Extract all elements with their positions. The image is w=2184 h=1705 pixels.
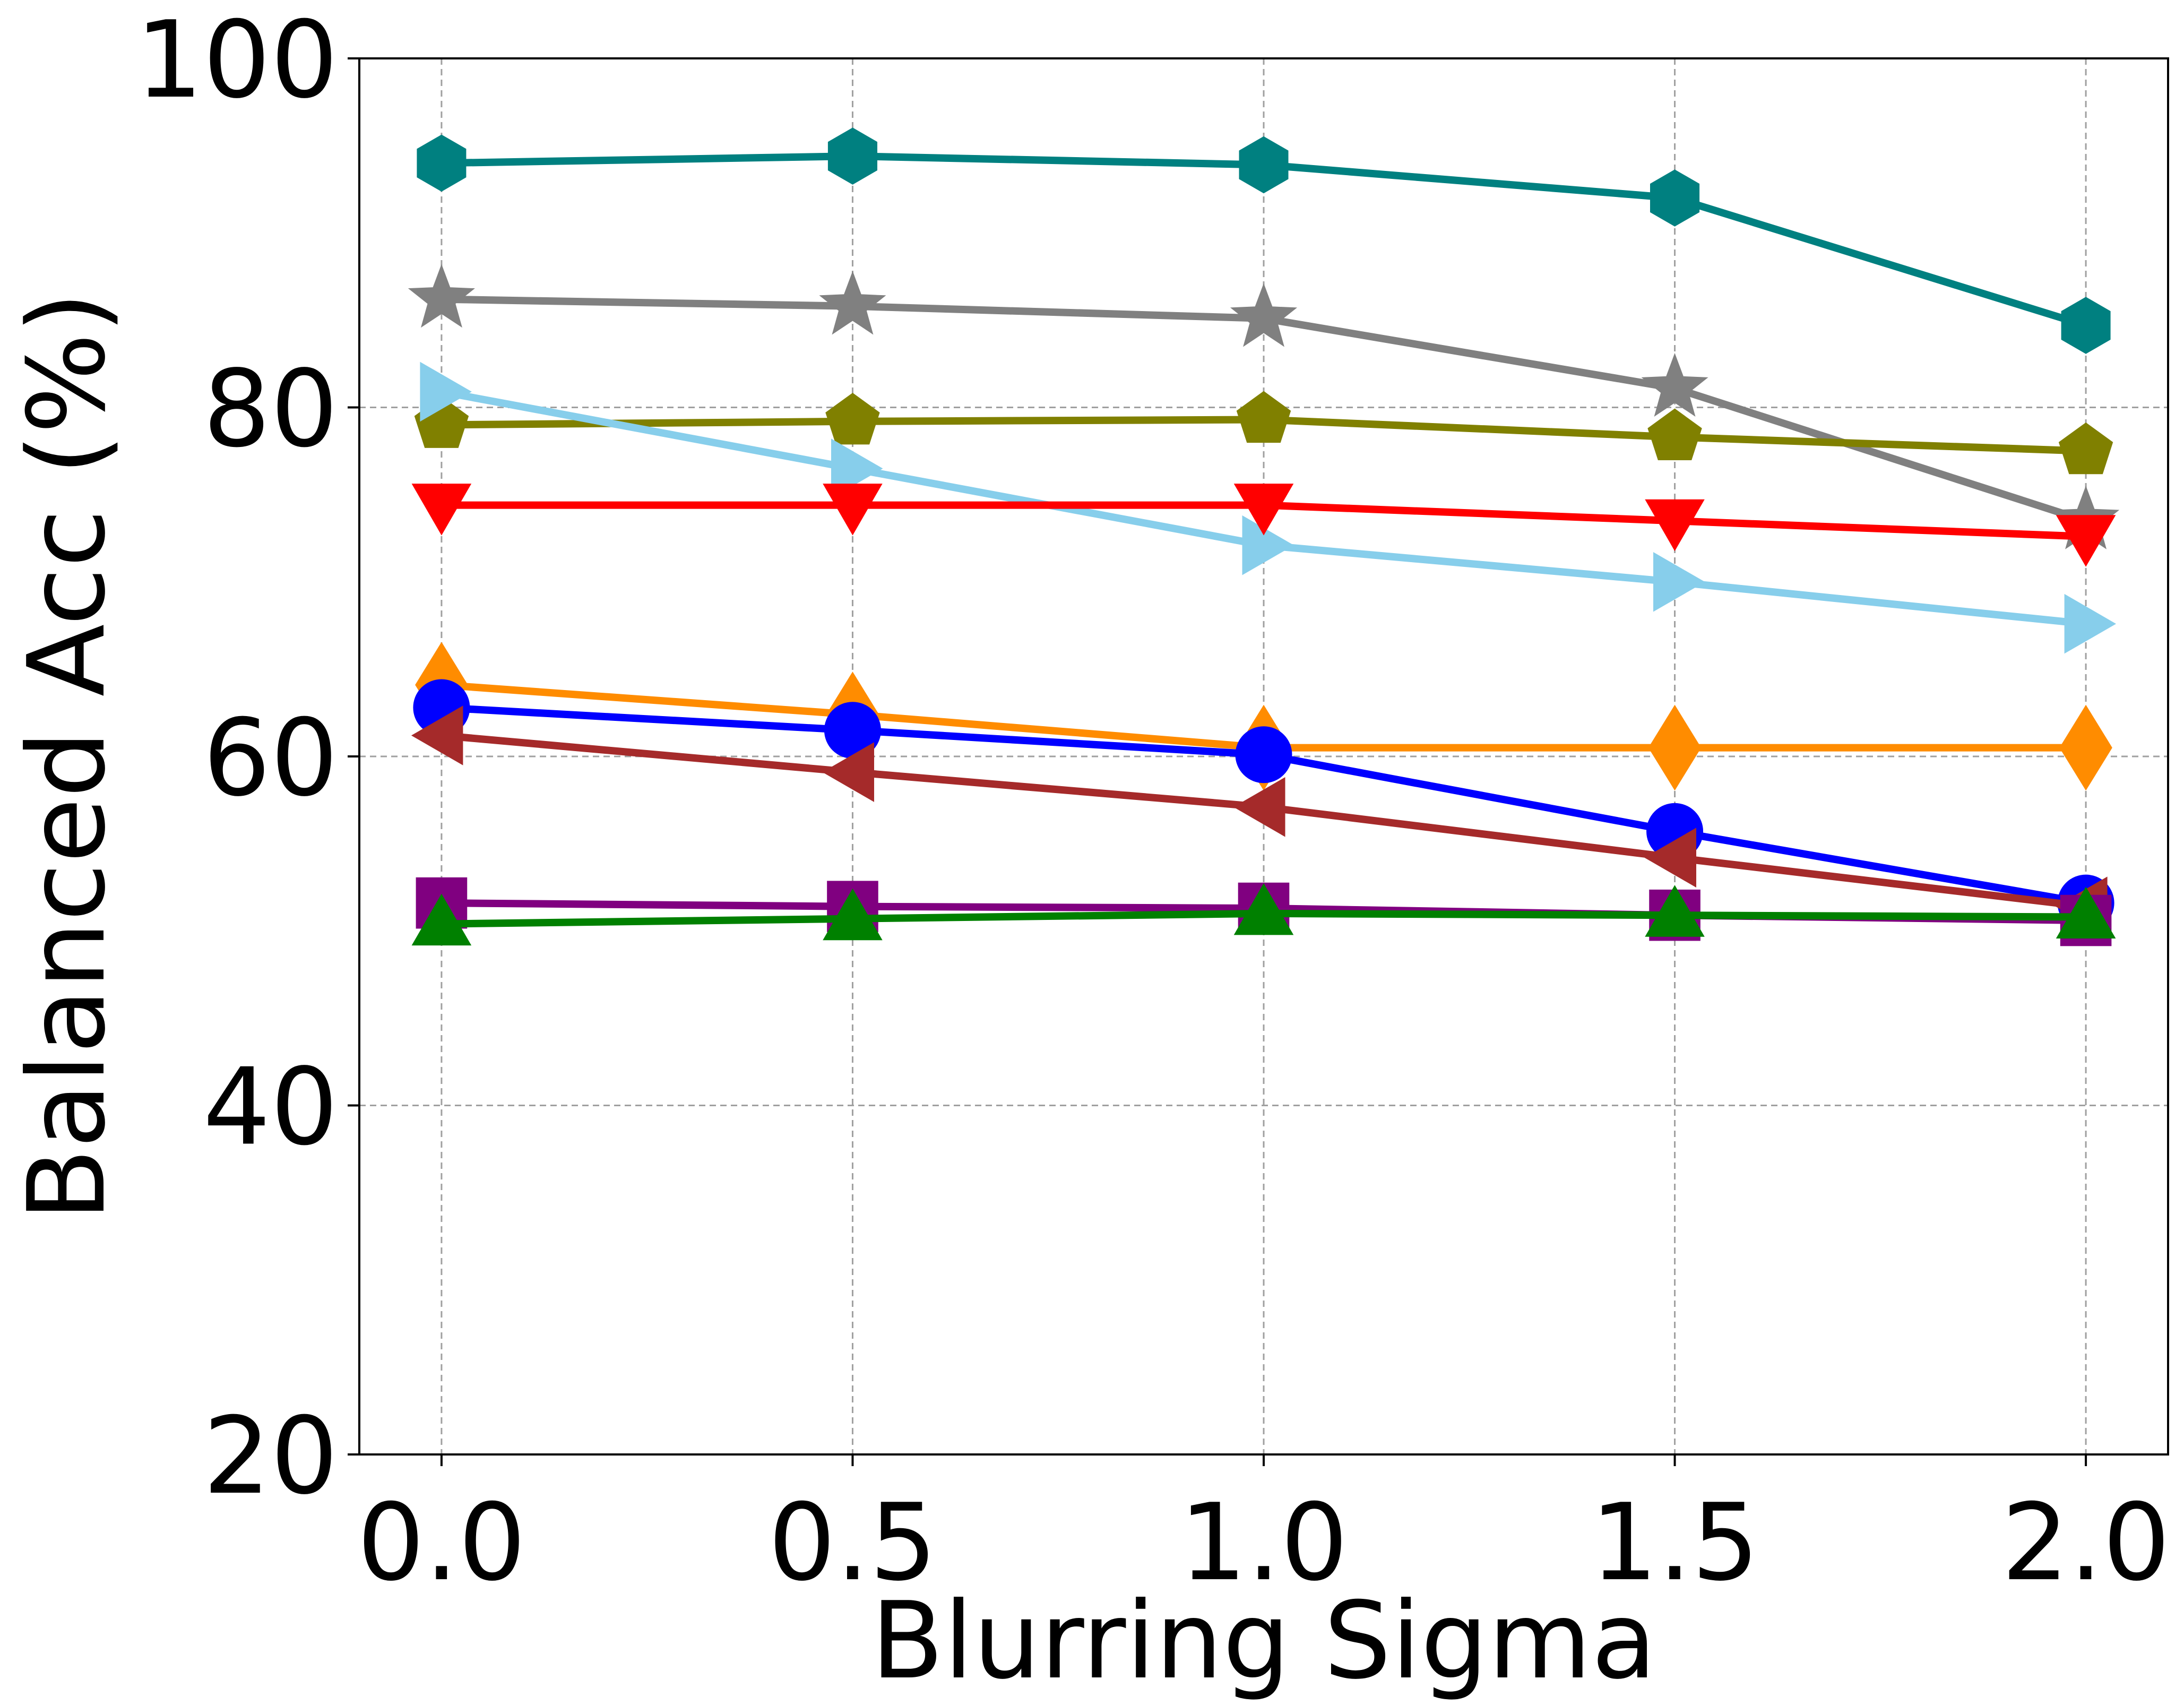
point-olive-pentagon-marker <box>2058 422 2113 475</box>
point-teal-hexagon-marker <box>2061 297 2111 354</box>
y-tick-label: 20 <box>203 1394 339 1518</box>
point-blue-circle-marker <box>1235 726 1292 783</box>
point-skyblue-triangle-right-marker <box>420 361 472 422</box>
x-tick-label: 0.0 <box>357 1481 526 1605</box>
point-teal-hexagon-marker <box>417 134 467 192</box>
point-brown-triangle-left-marker <box>822 742 874 802</box>
x-tick-label: 2.0 <box>2001 1481 2170 1605</box>
y-axis-title: Balanced Acc (%) <box>5 291 129 1221</box>
point-orange-diamond-marker <box>2059 704 2112 791</box>
point-green-triangle-up-marker <box>823 888 883 941</box>
point-orange-diamond-marker <box>1648 704 1702 791</box>
point-brown-triangle-left-marker <box>1233 777 1285 837</box>
point-olive-pentagon-marker <box>825 392 880 445</box>
x-tick-label: 0.5 <box>768 1481 937 1605</box>
point-olive-pentagon-marker <box>1236 391 1291 443</box>
x-tick-label: 1.0 <box>1179 1481 1348 1605</box>
point-olive-pentagon-marker <box>1647 408 1702 460</box>
point-red-triangle-down-marker <box>411 484 472 536</box>
point-gray-star-marker <box>1641 352 1708 417</box>
point-skyblue-triangle-right-marker <box>831 438 883 498</box>
y-tick-label: 60 <box>203 696 339 820</box>
y-tick-label: 100 <box>135 0 338 122</box>
series-red-triangle-down <box>411 484 2116 567</box>
point-gray-star-marker <box>408 264 475 328</box>
point-red-triangle-down-marker <box>1233 484 1294 536</box>
point-skyblue-triangle-right-marker <box>2064 593 2117 654</box>
point-green-triangle-up-marker <box>2056 886 2116 938</box>
point-green-triangle-up-marker <box>1645 885 1705 937</box>
series-teal-hexagon <box>417 127 2111 354</box>
point-red-triangle-down-marker <box>2056 515 2116 567</box>
point-teal-hexagon-marker <box>1239 136 1289 194</box>
point-gray-star-marker <box>819 271 886 335</box>
point-red-triangle-down-marker <box>823 484 883 536</box>
series-group <box>408 127 2120 946</box>
point-green-triangle-up-marker <box>411 893 472 946</box>
x-tick-label: 1.5 <box>1591 1481 1759 1605</box>
point-green-triangle-up-marker <box>1233 883 1294 935</box>
point-brown-triangle-left-marker <box>1644 828 1696 888</box>
x-axis-title: Blurring Sigma <box>871 1579 1656 1703</box>
series-skyblue-triangle-right <box>420 361 2117 654</box>
point-brown-triangle-left-marker <box>411 705 463 765</box>
point-skyblue-triangle-right-marker <box>1242 515 1294 575</box>
point-red-triangle-down-marker <box>1645 499 1705 552</box>
y-tick-label: 80 <box>203 348 339 471</box>
point-teal-hexagon-marker <box>827 127 877 185</box>
point-gray-star-marker <box>1230 283 1298 347</box>
axes: 0.0 0.5 1.0 1.5 2.0 20 40 60 80 100 <box>135 0 2170 1605</box>
point-teal-hexagon-marker <box>1650 169 1700 227</box>
point-skyblue-triangle-right-marker <box>1653 552 1705 612</box>
y-tick-label: 40 <box>203 1046 339 1169</box>
series-green-triangle-up <box>411 883 2116 946</box>
